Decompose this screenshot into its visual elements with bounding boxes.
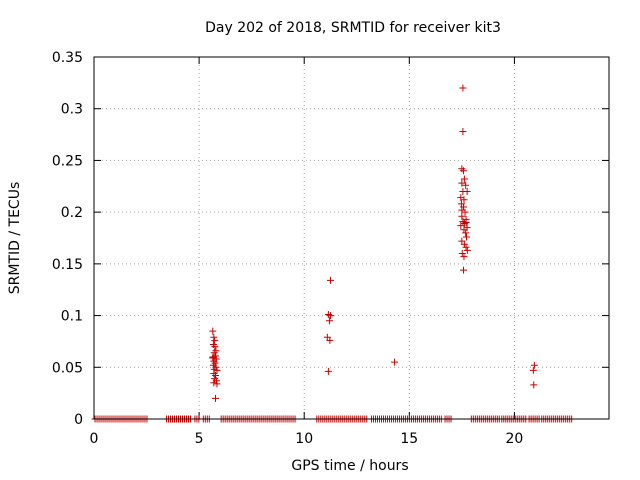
x-tick-label: 10 bbox=[295, 431, 313, 447]
data-point bbox=[326, 336, 334, 344]
data-point bbox=[459, 127, 467, 135]
y-tick-label: 0 bbox=[74, 412, 83, 428]
data-point bbox=[209, 327, 217, 335]
data-point bbox=[463, 246, 471, 254]
y-tick-label: 0.05 bbox=[52, 360, 83, 376]
y-tick-label: 0.1 bbox=[61, 309, 83, 325]
data-point bbox=[458, 179, 466, 187]
data-point bbox=[460, 203, 468, 211]
chart-title: Day 202 of 2018, SRMTID for receiver kit… bbox=[205, 20, 501, 36]
data-point bbox=[391, 358, 399, 366]
data-point bbox=[213, 380, 221, 388]
y-tick-label: 0.35 bbox=[52, 50, 83, 66]
plot-frame bbox=[93, 56, 610, 420]
data-point bbox=[460, 220, 468, 228]
x-tick-label: 5 bbox=[195, 431, 204, 447]
data-point bbox=[209, 353, 217, 361]
data-point bbox=[326, 276, 334, 284]
data-point bbox=[458, 250, 466, 258]
y-tick-label: 0.25 bbox=[52, 153, 83, 169]
y-axis-label: SRMTID / TECUs bbox=[7, 182, 23, 295]
data-point bbox=[211, 336, 219, 344]
data-point bbox=[211, 372, 219, 380]
data-point bbox=[458, 206, 466, 214]
data-point bbox=[213, 366, 221, 374]
data-point bbox=[326, 312, 334, 320]
data-point bbox=[460, 167, 468, 175]
y-tick-label: 0.15 bbox=[52, 257, 83, 273]
data-point bbox=[210, 379, 218, 387]
y-tick-label: 0.2 bbox=[61, 205, 83, 221]
data-point bbox=[460, 196, 468, 204]
axis-ticks: 0 0.05 0.1 0.15 0.2 0.25 0.3 0.35 0 5 10 15 20 bbox=[52, 50, 609, 447]
data-point bbox=[211, 343, 219, 351]
data-point bbox=[460, 226, 468, 234]
data-point bbox=[460, 175, 468, 183]
data-point bbox=[462, 233, 470, 241]
data-point bbox=[212, 347, 220, 355]
data-point bbox=[462, 229, 470, 237]
data-point bbox=[460, 266, 468, 274]
y-tick-label: 0.3 bbox=[61, 102, 83, 118]
x-tick-label: 0 bbox=[90, 431, 99, 447]
data-point bbox=[457, 222, 465, 230]
x-tick-label: 15 bbox=[400, 431, 418, 447]
data-points bbox=[91, 84, 576, 423]
data-point bbox=[458, 212, 466, 220]
data-point bbox=[210, 333, 218, 341]
data-point bbox=[463, 187, 471, 195]
data-point bbox=[460, 240, 468, 248]
data-point bbox=[325, 317, 333, 325]
grid bbox=[94, 57, 609, 419]
data-point bbox=[529, 366, 537, 374]
x-tick-label: 20 bbox=[505, 431, 523, 447]
data-point bbox=[462, 181, 470, 189]
x-axis-label: GPS time / hours bbox=[291, 458, 408, 474]
data-point bbox=[460, 253, 468, 261]
data-point bbox=[530, 381, 538, 389]
data-point bbox=[462, 218, 470, 226]
data-point bbox=[459, 84, 467, 92]
data-point bbox=[324, 367, 332, 375]
data-point bbox=[211, 394, 219, 402]
data-point bbox=[530, 361, 538, 369]
data-point bbox=[462, 243, 470, 251]
